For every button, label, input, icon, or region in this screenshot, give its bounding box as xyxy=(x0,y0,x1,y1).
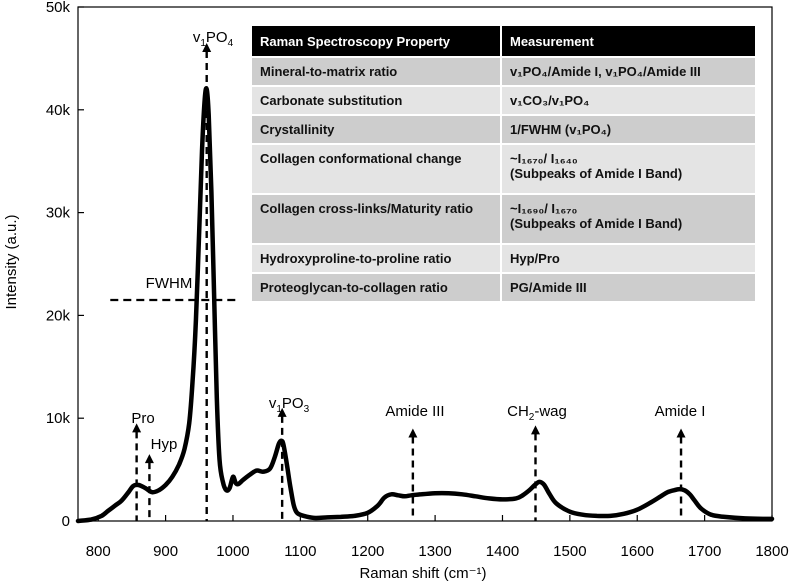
raman-property-table: Raman Spectroscopy Property Measurement … xyxy=(252,24,755,303)
x-tick-label: 1400 xyxy=(486,543,519,560)
measurement-cell: ~I₁₆₉₀/ I₁₆₇₀ (Subpeaks of Amide I Band) xyxy=(502,195,755,243)
header-property: Raman Spectroscopy Property xyxy=(252,26,502,56)
label-v1po4: v1PO4 xyxy=(193,29,234,49)
x-tick-label: 1000 xyxy=(216,543,249,560)
y-tick-label: 50k xyxy=(46,0,71,16)
property-cell: Mineral-to-matrix ratio xyxy=(252,58,502,85)
y-tick-label: 10k xyxy=(46,410,71,427)
x-tick-label: 1300 xyxy=(418,543,451,560)
y-axis-title: Intensity (a.u.) xyxy=(3,214,20,309)
measurement-cell: v₁CO₃/v₁PO₄ xyxy=(502,87,755,114)
y-tick-label: 0 xyxy=(62,513,70,530)
annotation-arrowhead xyxy=(408,428,418,438)
property-cell: Proteoglycan-to-collagen ratio xyxy=(252,274,502,301)
x-tick-label: 1100 xyxy=(284,543,316,560)
x-tick-label: 1200 xyxy=(351,543,384,560)
x-tick-label: 800 xyxy=(86,543,111,560)
property-cell: Carbonate substitution xyxy=(252,87,502,114)
label-v1po3: v1PO3 xyxy=(269,395,310,415)
table-row: Collagen conformational change ~I₁₆₇₀/ I… xyxy=(252,145,755,193)
y-tick-label: 30k xyxy=(46,205,71,222)
x-tick-label: 1500 xyxy=(553,543,586,560)
label-fwhm: FWHM xyxy=(146,275,193,292)
x-tick-label: 1800 xyxy=(755,543,788,560)
spectrum-line xyxy=(75,86,775,524)
x-tick-label: 1600 xyxy=(621,543,654,560)
label-amide-iii: Amide III xyxy=(385,403,444,420)
annotation-arrowhead xyxy=(277,407,287,417)
table-row: Mineral-to-matrix ratio v₁PO₄/Amide I, v… xyxy=(252,58,755,85)
measurement-line: ~I₁₆₉₀/ I₁₆₇₀ xyxy=(510,201,578,216)
label-ch2-wag: CH2-wag xyxy=(507,403,567,423)
table-row: Collagen cross-links/Maturity ratio ~I₁₆… xyxy=(252,195,755,243)
property-cell: Crystallinity xyxy=(252,116,502,143)
annotation-arrowhead xyxy=(676,428,686,438)
property-cell: Hydroxyproline-to-proline ratio xyxy=(252,245,502,272)
measurement-note: (Subpeaks of Amide I Band) xyxy=(510,216,683,231)
annotation-arrowhead xyxy=(144,454,154,464)
plot-frame xyxy=(77,6,773,522)
measurement-cell: 1/FWHM (v₁PO₄) xyxy=(502,116,755,143)
measurement-line: ~I₁₆₇₀/ I₁₆₄₀ xyxy=(510,151,578,166)
annotation-arrowhead xyxy=(531,425,541,435)
table-row: Hydroxyproline-to-proline ratio Hyp/Pro xyxy=(252,245,755,272)
measurement-note: (Subpeaks of Amide I Band) xyxy=(510,166,683,181)
x-tick-label: 1700 xyxy=(688,543,721,560)
measurement-cell: Hyp/Pro xyxy=(502,245,755,272)
measurement-cell: PG/Amide III xyxy=(502,274,755,301)
annotation-arrowhead xyxy=(202,42,212,52)
label-amide-i: Amide I xyxy=(655,403,706,420)
measurement-cell: ~I₁₆₇₀/ I₁₆₄₀ (Subpeaks of Amide I Band) xyxy=(502,145,755,193)
table-row: Proteoglycan-to-collagen ratio PG/Amide … xyxy=(252,274,755,301)
y-tick-label: 40k xyxy=(46,102,71,119)
header-measurement: Measurement xyxy=(502,26,755,56)
x-axis-title: Raman shift (cm⁻¹) xyxy=(359,565,486,582)
y-axis-ticks: 0 10k 20k 30k 40k 50k xyxy=(46,0,84,530)
x-axis-ticks: 800 900 1000 1100 1200 1300 1400 1500 1600 1700 18… xyxy=(86,515,789,560)
table-row: Carbonate substitution v₁CO₃/v₁PO₄ xyxy=(252,87,755,114)
property-cell: Collagen cross-links/Maturity ratio xyxy=(252,195,502,243)
y-tick-label: 20k xyxy=(46,307,71,324)
x-tick-label: 900 xyxy=(153,543,178,560)
table-row: Crystallinity 1/FWHM (v₁PO₄) xyxy=(252,116,755,143)
annotation-arrowhead xyxy=(132,423,142,433)
property-cell: Collagen conformational change xyxy=(252,145,502,193)
label-pro: Pro xyxy=(131,410,154,427)
measurement-cell: v₁PO₄/Amide I, v₁PO₄/Amide III xyxy=(502,58,755,85)
table-header-row: Raman Spectroscopy Property Measurement xyxy=(252,26,755,56)
label-hyp: Hyp xyxy=(151,436,178,453)
